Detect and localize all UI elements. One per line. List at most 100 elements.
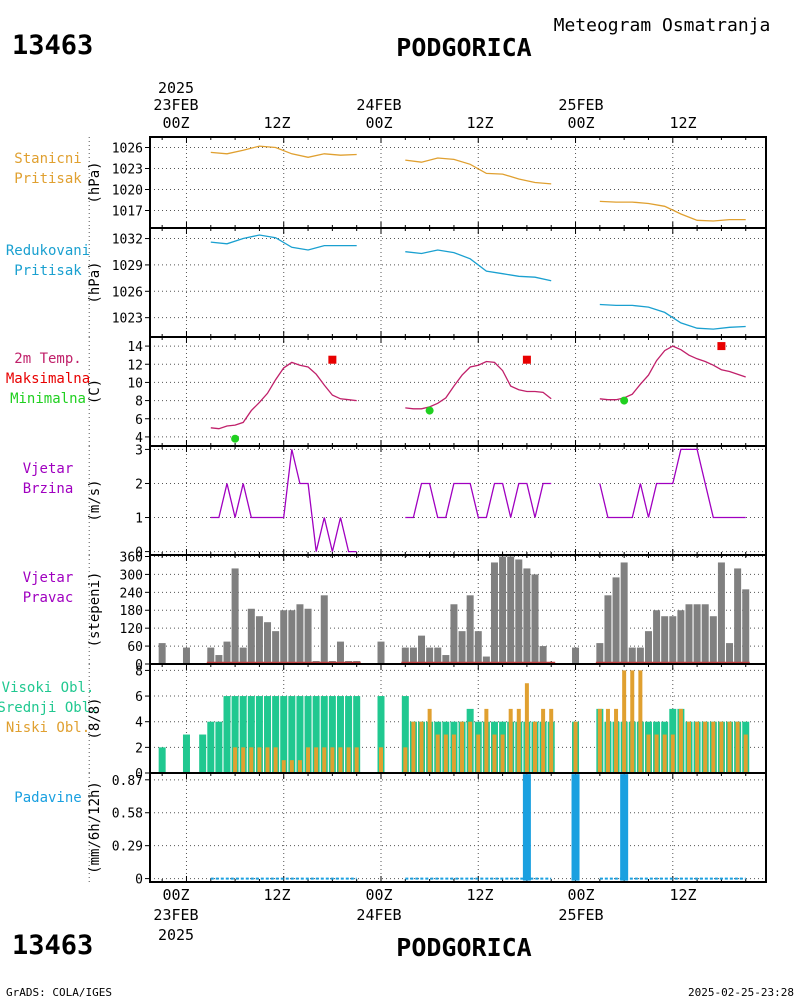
top-time-label-5: 00Z: [567, 114, 594, 132]
wind-direction-bar: [264, 622, 272, 664]
y-tick-label: 4: [135, 431, 143, 446]
wind-direction-bar: [239, 647, 247, 664]
panel-label: Srednji Obl.: [0, 700, 99, 716]
panel-label: Brzina: [23, 481, 74, 497]
y-tick-label: 60: [127, 640, 143, 655]
cloud-low-bar: [419, 721, 424, 773]
wind-direction-bar: [296, 604, 304, 664]
cloud-low-bar: [638, 670, 643, 773]
cloud-low-bar: [500, 734, 505, 773]
wind-direction-bar: [482, 656, 490, 664]
cloud-low-bar: [549, 708, 554, 773]
cloud-low-bar: [265, 747, 270, 773]
bottom-time-label-6: 12Z: [669, 886, 696, 904]
panel-wind_speed: 0 1 2 3 (m/s) Vjetar Brzina: [23, 443, 767, 561]
wind-direction-bar: [158, 643, 166, 664]
y-tick-label: 2: [135, 741, 143, 756]
wind-direction-bar: [636, 647, 644, 664]
y-tick-label: 1032: [112, 233, 143, 248]
series-line: [210, 449, 357, 553]
cloud-high-bar: [182, 734, 190, 773]
cloud-low-bar: [306, 747, 311, 773]
series-line: [599, 200, 746, 222]
cloud-high-bar: [312, 696, 320, 773]
precip-bar: [522, 774, 531, 881]
wind-direction-bar: [442, 655, 450, 664]
y-tick-label: 14: [127, 340, 143, 355]
cloud-low-bar: [735, 721, 740, 773]
wind-direction-bar: [612, 577, 620, 664]
bottom-date-label-2: 24FEB: [356, 906, 401, 924]
panel-label: Stanicni: [14, 151, 81, 167]
bottom-date-label-1: 23FEB: [153, 906, 198, 924]
cloud-low-bar: [678, 708, 683, 773]
top-year-label: 2025: [158, 79, 194, 97]
cloud-low-bar: [695, 721, 700, 773]
cloud-low-bar: [727, 721, 732, 773]
cloud-low-bar: [670, 734, 675, 773]
panel-frame: [149, 772, 767, 883]
wind-direction-bar: [490, 562, 498, 664]
footer-source: GrADS: COLA/IGES: [6, 986, 112, 999]
y-tick-label: 1029: [112, 259, 143, 274]
cloud-low-bar: [541, 708, 546, 773]
wind-direction-bar: [272, 631, 280, 664]
cloud-low-bar: [346, 747, 351, 773]
min-temp-marker: [231, 434, 240, 443]
series-line: [405, 249, 552, 282]
y-axis-label: (hPa): [87, 261, 103, 303]
y-tick-label: 6: [135, 413, 143, 428]
min-temp-marker: [620, 396, 629, 405]
cloud-low-bar: [484, 708, 489, 773]
cloud-low-bar: [524, 683, 529, 773]
y-tick-label: 1026: [112, 285, 143, 300]
cloud-low-bar: [338, 747, 343, 773]
cloud-low-bar: [605, 708, 610, 773]
wind-direction-bar: [604, 595, 612, 664]
cloud-high-bar: [215, 721, 223, 773]
cloud-high-bar: [239, 696, 247, 773]
panel-label: Pravac: [23, 590, 74, 606]
cloud-high-bar: [207, 721, 215, 773]
cloud-high-bar: [199, 734, 207, 773]
wind-direction-bar: [709, 616, 717, 664]
cloud-low-bar: [257, 747, 262, 773]
cloud-low-bar: [451, 734, 456, 773]
wind-direction-bar: [628, 647, 636, 664]
panel-label: Padavine: [14, 790, 81, 806]
cloud-low-bar: [492, 734, 497, 773]
precip-bar: [571, 774, 580, 881]
station-name-bottom: PODGORICA: [396, 933, 531, 962]
y-tick-label: 8: [135, 395, 143, 410]
cloud-low-bar: [711, 721, 716, 773]
panel-label: Minimalna: [10, 391, 86, 407]
panel-label: Visoki Obl.: [2, 680, 95, 696]
cloud-high-bar: [272, 696, 280, 773]
y-tick-label: 0.58: [112, 807, 143, 822]
cloud-low-bar: [662, 734, 667, 773]
wind-direction-bar: [515, 559, 523, 664]
bottom-time-label-3: 00Z: [365, 886, 392, 904]
cloud-low-bar: [273, 747, 278, 773]
cloud-high-bar: [320, 696, 328, 773]
cloud-high-bar: [401, 696, 409, 773]
cloud-low-bar: [654, 734, 659, 773]
wind-direction-bar: [507, 556, 515, 664]
cloud-low-bar: [476, 734, 481, 773]
y-tick-label: 6: [135, 690, 143, 705]
y-axis-label: (mm/6h/12h): [87, 781, 103, 874]
panel-label: 2m Temp.: [14, 351, 81, 367]
y-tick-label: 1020: [112, 184, 143, 199]
y-tick-label: 1023: [112, 312, 143, 327]
top-date-label-3: 25FEB: [558, 96, 603, 114]
y-tick-label: 8: [135, 664, 143, 679]
wind-direction-bar: [215, 655, 223, 664]
series-line: [405, 157, 552, 185]
wind-direction-bar: [304, 608, 312, 664]
wind-direction-bar: [734, 568, 742, 664]
station-name-top: PODGORICA: [396, 33, 531, 62]
bottom-date-label-3: 25FEB: [558, 906, 603, 924]
cloud-high-bar: [158, 747, 166, 773]
top-time-label-1: 00Z: [162, 114, 189, 132]
